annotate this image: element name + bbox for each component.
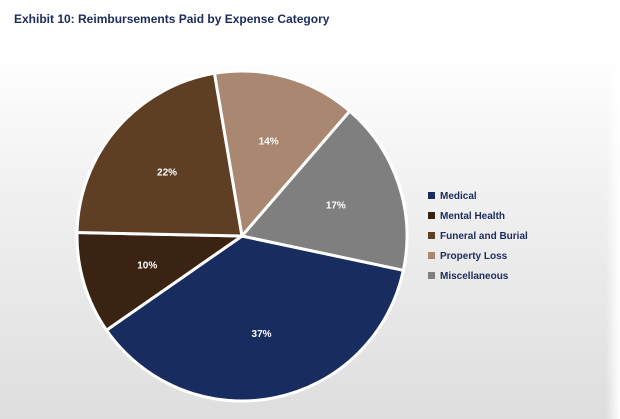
slice-percent-label: 17% xyxy=(326,200,346,211)
chart-title: Exhibit 10: Reimbursements Paid by Expen… xyxy=(14,12,330,26)
legend-label: Medical xyxy=(440,191,477,202)
legend-label: Miscellaneous xyxy=(440,271,509,282)
legend-label: Property Loss xyxy=(440,251,508,262)
pie-slice-miscellaneous xyxy=(240,109,409,272)
legend-label: Funeral and Burial xyxy=(440,231,528,242)
legend-label: Mental Health xyxy=(440,211,505,222)
pie-slice-medical xyxy=(105,234,405,403)
legend-swatch xyxy=(428,272,435,279)
legend-swatch xyxy=(428,212,435,219)
legend-swatch xyxy=(428,192,435,199)
slice-percent-label: 10% xyxy=(137,261,157,272)
pie-slice-mental-health xyxy=(75,231,244,332)
legend-swatch xyxy=(428,232,435,239)
slice-percent-label: 37% xyxy=(252,329,272,340)
pie-slice-property-loss xyxy=(212,69,352,238)
pie-slice-funeral-and-burial xyxy=(75,71,244,238)
legend-swatch xyxy=(428,252,435,259)
slice-percent-label: 22% xyxy=(157,167,177,178)
slice-percent-label: 14% xyxy=(259,137,279,148)
